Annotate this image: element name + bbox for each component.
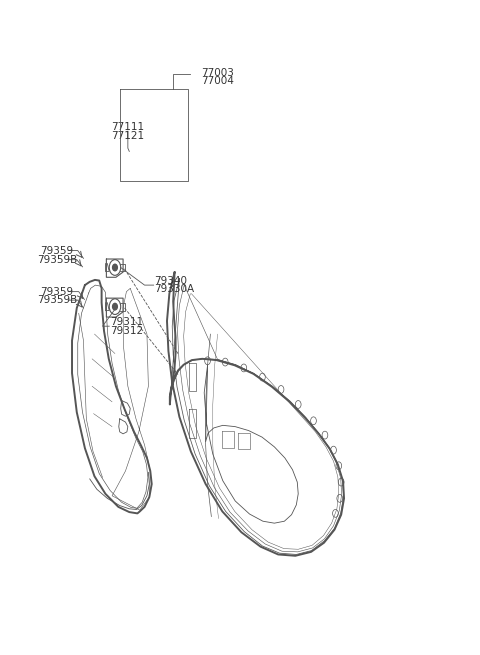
Text: 79311: 79311 [110, 317, 144, 328]
Text: 79330A: 79330A [154, 284, 194, 294]
Text: 77111: 77111 [111, 122, 144, 132]
Circle shape [113, 264, 117, 271]
Text: 79359B: 79359B [37, 295, 77, 305]
Text: 79340: 79340 [154, 276, 187, 286]
Circle shape [113, 303, 117, 310]
Text: 77121: 77121 [111, 131, 144, 141]
Text: 79359B: 79359B [37, 255, 77, 265]
Text: 79312: 79312 [110, 326, 144, 336]
Text: 77003: 77003 [201, 68, 234, 78]
Text: 79359: 79359 [40, 287, 73, 297]
Text: 79359: 79359 [40, 246, 73, 255]
Text: 77004: 77004 [201, 76, 234, 86]
